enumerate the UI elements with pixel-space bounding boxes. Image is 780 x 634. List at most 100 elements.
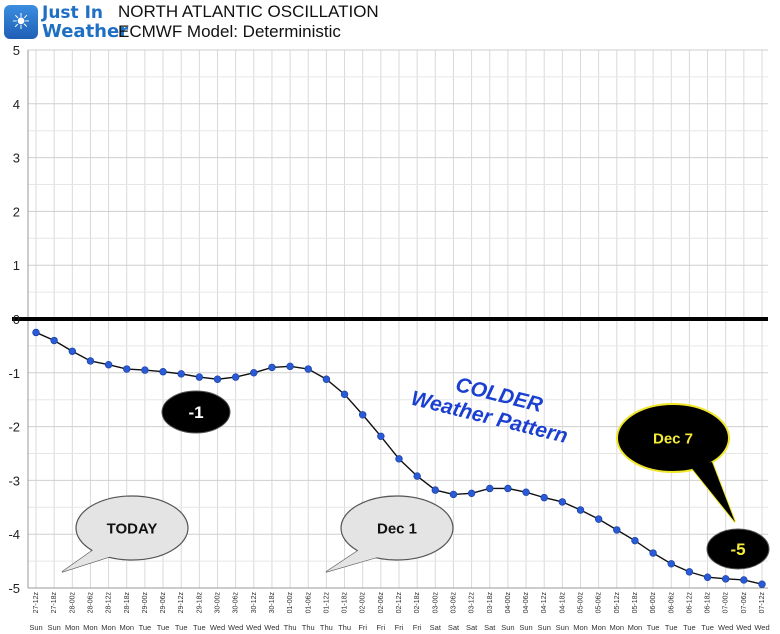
x-tick-label-day: Mon xyxy=(610,623,625,632)
data-point xyxy=(141,366,149,374)
y-tick-label: -1 xyxy=(8,366,20,381)
data-point xyxy=(721,575,730,583)
x-tick-label-time: 03-00z xyxy=(432,592,439,614)
annotation-dec1-tail-fill xyxy=(326,548,378,572)
data-point xyxy=(104,361,113,369)
annotation-minus5: -5 xyxy=(706,528,770,570)
x-tick-label-day: Sat xyxy=(466,623,478,632)
x-tick-label-time: 03-12z xyxy=(469,592,476,614)
x-tick-label-day: Tue xyxy=(139,623,152,632)
x-tick-label-day: Thu xyxy=(320,623,333,632)
x-tick-label-time: 02-00z xyxy=(360,592,367,614)
x-tick-label-time: 27-12z xyxy=(33,592,40,614)
data-point xyxy=(195,373,204,381)
x-tick-label-day: Thu xyxy=(338,623,351,632)
x-tick-label-day: Mon xyxy=(591,623,606,632)
x-tick-label-day: Tue xyxy=(193,623,206,632)
x-tick-label-time: 28-00z xyxy=(69,592,76,614)
annotation-minus1: -1 xyxy=(161,390,231,434)
data-point xyxy=(504,484,512,493)
page-subtitle: ECMWF Model: Deterministic xyxy=(118,22,341,41)
x-tick-label-day: Wed xyxy=(228,623,243,632)
x-tick-labels: 27-12z 27-18z 28-00z 28-06z 28-12z 28-18z 29-0… xyxy=(29,592,769,632)
x-tick-label-time: 02-18z xyxy=(414,592,421,614)
annotation-minus5-text: -5 xyxy=(730,540,745,559)
data-point xyxy=(540,493,548,502)
x-tick-label-day: Sun xyxy=(556,623,569,632)
x-tick-label-day: Sun xyxy=(501,623,514,632)
y-tick-label: -5 xyxy=(8,581,20,596)
x-tick-label-time: 28-12z xyxy=(106,592,113,614)
x-tick-label-day: Tue xyxy=(175,623,188,632)
y-tick-label: 5 xyxy=(13,43,20,58)
x-tick-label-day: Thu xyxy=(284,623,297,632)
data-point xyxy=(340,390,349,399)
data-point xyxy=(268,363,276,372)
x-tick-label-day: Sun xyxy=(47,623,60,632)
annotation-dec1: Dec 1 xyxy=(325,495,454,573)
x-tick-label-time: 03-18z xyxy=(487,592,494,614)
x-tick-label-time: 01-00z xyxy=(287,592,294,614)
x-tick-label-time: 30-06z xyxy=(233,592,240,614)
data-point xyxy=(649,549,657,557)
annotation-dec7: Dec 7 xyxy=(616,403,736,523)
x-tick-label-day: Wed xyxy=(264,623,279,632)
x-tick-label-time: 05-06z xyxy=(596,592,603,614)
data-point xyxy=(377,432,385,440)
logo: ☀ Just In Weather xyxy=(4,2,128,42)
data-point xyxy=(667,560,675,568)
data-point xyxy=(594,515,603,523)
x-tick-label-day: Sun xyxy=(519,623,532,632)
annotation-minus5-shape xyxy=(706,528,770,570)
data-point xyxy=(286,362,294,371)
data-point xyxy=(758,580,766,588)
grid xyxy=(12,49,768,589)
x-tick-label-time: 27-18z xyxy=(51,592,58,614)
sun-snowflake-icon: ☀ xyxy=(4,5,38,39)
x-tick-label-day: Wed xyxy=(736,623,751,632)
x-tick-label-time: 06-18z xyxy=(705,592,712,614)
y-tick-label: 2 xyxy=(13,204,20,219)
x-tick-label-time: 30-18z xyxy=(269,592,276,614)
x-tick-label-day: Sat xyxy=(448,623,460,632)
x-tick-label-time: 02-06z xyxy=(378,592,385,614)
data-point xyxy=(159,368,167,376)
series-nao xyxy=(32,328,766,588)
x-tick-label-time: 29-00z xyxy=(142,592,149,614)
y-tick-label: 0 xyxy=(13,312,20,327)
x-tick-label-time: 05-18z xyxy=(632,592,639,614)
data-point xyxy=(32,328,40,337)
y-tick-labels: 5 4 3 2 1 0 -1 -2 -3 -4 -5 xyxy=(8,43,20,596)
data-point xyxy=(322,375,331,383)
data-point xyxy=(68,347,77,355)
x-tick-label-time: 04-06z xyxy=(523,592,530,614)
data-point xyxy=(631,536,639,545)
x-tick-label-day: Mon xyxy=(101,623,116,632)
x-tick-label-day: Fri xyxy=(358,623,367,632)
data-point xyxy=(576,506,585,514)
x-tick-label-time: 05-00z xyxy=(578,592,585,614)
annotation-minus1-shape xyxy=(161,390,231,434)
x-tick-label-day: Wed xyxy=(246,623,261,632)
x-tick-label-time: 07-12z xyxy=(759,592,766,614)
x-tick-label-time: 05-12z xyxy=(614,592,621,614)
x-tick-label-time: 03-06z xyxy=(450,592,457,614)
annotation-today-text: TODAY xyxy=(107,520,158,537)
x-tick-label-day: Tue xyxy=(157,623,170,632)
y-tick-label: 3 xyxy=(13,151,20,166)
x-tick-label-time: 29-12z xyxy=(178,592,185,614)
x-tick-label-day: Fri xyxy=(376,623,385,632)
data-point xyxy=(213,375,222,383)
data-point xyxy=(522,488,530,496)
data-point xyxy=(413,472,421,480)
x-tick-label-time: 06-06z xyxy=(668,592,675,614)
data-point xyxy=(50,336,58,345)
x-tick-label-time: 01-18z xyxy=(342,592,349,614)
x-tick-label-time: 06-00z xyxy=(650,592,657,614)
x-tick-label-time: 04-12z xyxy=(541,592,548,614)
annotation-today-shape xyxy=(75,495,189,561)
data-point xyxy=(304,365,312,373)
data-point xyxy=(449,490,458,499)
